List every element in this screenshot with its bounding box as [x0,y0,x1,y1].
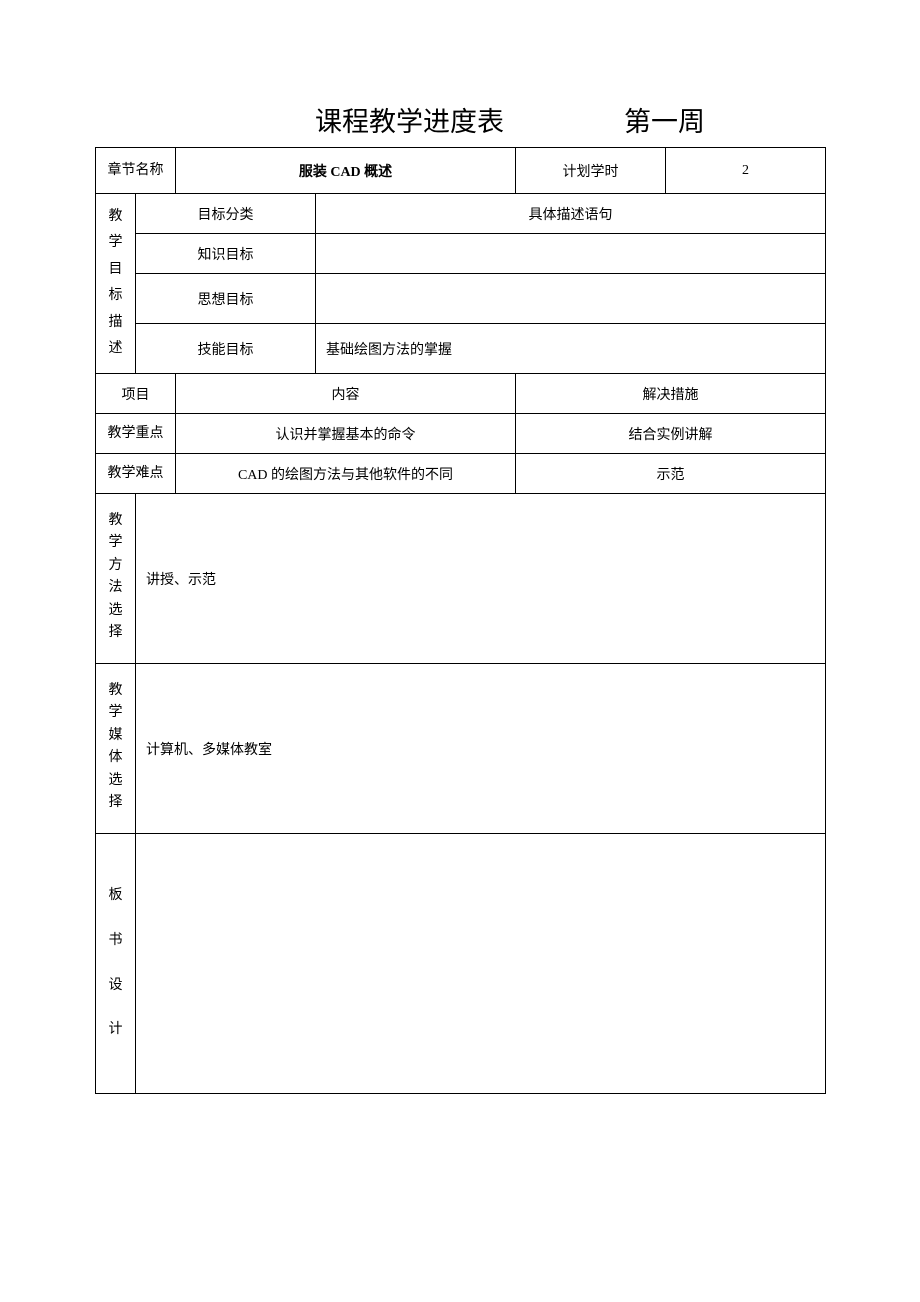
label-teaching-media-select: 教学媒体选择 [96,664,136,834]
label-teaching-difficulty: 教学难点 [96,454,176,494]
label-project: 项目 [96,374,176,414]
value-board-design [136,834,826,1094]
label-skill-target: 技能目标 [136,324,316,374]
label-chapter-name: 章节名称 [96,148,176,194]
label-teaching-focus: 教学重点 [96,414,176,454]
label-solution: 解决措施 [516,374,826,414]
value-knowledge-desc [316,234,826,274]
value-focus-solution: 结合实例讲解 [516,414,826,454]
label-teaching-method-select: 教学方法选择 [96,494,136,664]
label-teaching-target-desc: 教学目标描述 [96,194,136,374]
label-knowledge-target: 知识目标 [136,234,316,274]
value-chapter-title: 服装 CAD 概述 [176,148,516,194]
value-plan-hours: 2 [666,148,826,194]
value-skill-desc: 基础绘图方法的掌握 [316,324,826,374]
label-plan-hours: 计划学时 [516,148,666,194]
label-content: 内容 [176,374,516,414]
value-teaching-media: 计算机、多媒体教室 [136,664,826,834]
value-difficulty-content: CAD 的绘图方法与其他软件的不同 [176,454,516,494]
label-thought-target: 思想目标 [136,274,316,324]
label-board-design: 板书设计 [96,834,136,1094]
label-desc-sentence: 具体描述语句 [316,194,826,234]
week-title: 第一周 [624,100,705,139]
value-thought-desc [316,274,826,324]
value-teaching-method: 讲授、示范 [136,494,826,664]
value-difficulty-solution: 示范 [516,454,826,494]
title-row: 课程教学进度表 第一周 [95,100,825,139]
value-focus-content: 认识并掌握基本的命令 [176,414,516,454]
label-target-category: 目标分类 [136,194,316,234]
schedule-table: 章节名称 服装 CAD 概述 计划学时 2 教学目标描述 目标分类 具体描述语句… [95,147,826,1094]
main-title: 课程教学进度表 [315,100,504,139]
